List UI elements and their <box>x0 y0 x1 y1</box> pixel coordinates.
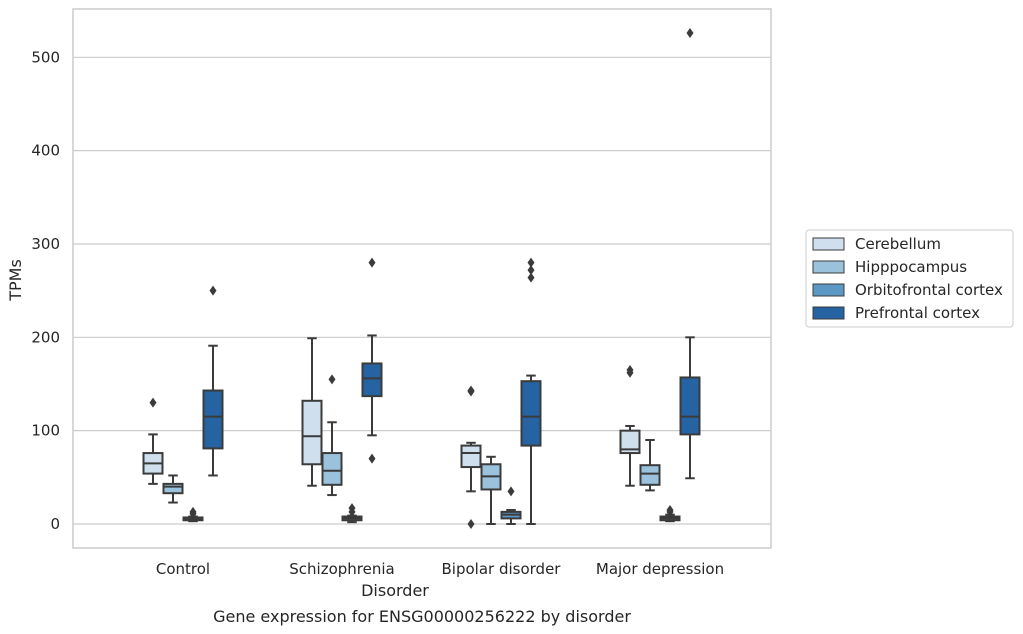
box-1-0 <box>301 337 323 487</box>
x-tick-label: Schizophrenia <box>289 560 394 578</box>
y-tick-label: 200 <box>31 328 60 346</box>
legend-swatch <box>812 237 845 251</box>
y-tick-label: 0 <box>50 515 60 533</box>
outlier-point <box>348 503 356 514</box>
y-tick-labels: 0 100 200 300 400 500 <box>31 48 60 533</box>
outlier-point <box>527 265 535 276</box>
box-iqr <box>321 452 343 486</box>
legend-swatch <box>812 260 845 274</box>
outlier-point <box>666 504 674 515</box>
box-2-0 <box>460 385 482 529</box>
box-iqr <box>619 429 641 455</box>
legend-frame <box>805 229 1014 328</box>
outlier-point <box>209 285 217 296</box>
y-tick-label: 400 <box>31 142 60 160</box>
box-0-0 <box>142 397 164 485</box>
legend-label: Orbitofrontal cortex <box>855 281 1003 299</box>
box-3-0 <box>619 364 641 487</box>
box-2-1 <box>480 455 502 525</box>
box-3-2 <box>659 504 681 523</box>
box-iqr <box>460 444 482 469</box>
box-2-2 <box>500 486 522 525</box>
x-tick-label: Control <box>156 560 210 578</box>
outlier-point <box>507 486 515 497</box>
box-iqr <box>639 464 661 486</box>
outlier-point <box>149 397 157 408</box>
outlier-point <box>368 257 376 268</box>
box-2-3 <box>520 257 542 525</box>
legend-swatch <box>812 306 845 320</box>
legend-label: Prefrontal cortex <box>855 304 980 322</box>
box-iqr <box>679 376 701 436</box>
outlier-point <box>527 257 535 268</box>
box-iqr <box>520 380 542 447</box>
box-marks <box>142 28 701 529</box>
box-3-3 <box>679 28 701 480</box>
chart-caption: Gene expression for ENSG00000256222 by d… <box>213 607 631 626</box>
outlier-point <box>189 506 197 517</box>
outlier-point <box>527 272 535 283</box>
y-axis-label: TPMs <box>6 259 25 302</box>
x-tick-label: Bipolar disorder <box>442 560 562 578</box>
x-axis-label: Disorder <box>361 581 429 600</box>
outlier-point <box>467 385 475 396</box>
legend-label: Hipppocampus <box>855 258 967 276</box>
grid-lines <box>73 56 771 525</box>
y-tick-label: 500 <box>31 48 60 66</box>
box-0-1 <box>162 474 184 504</box>
x-tick-label: Major depression <box>596 560 724 578</box>
box-iqr <box>361 362 383 398</box>
legend: Cerebellum Hipppocampus Orbitofrontal cort… <box>805 229 1014 328</box>
outlier-point <box>467 519 475 529</box>
outlier-point <box>686 28 694 39</box>
x-tick-labels: Control Schizophrenia Bipolar disorder Majo… <box>156 560 724 578</box>
box-iqr <box>162 482 184 495</box>
box-iqr <box>301 399 323 466</box>
box-1-3 <box>361 257 383 464</box>
y-tick-label: 100 <box>31 422 60 440</box>
box-iqr <box>202 389 224 450</box>
box-0-2 <box>182 506 204 523</box>
box-3-1 <box>639 438 661 492</box>
outlier-point <box>328 374 336 385</box>
box-1-2 <box>341 503 363 524</box>
plot-frame <box>72 8 772 549</box>
y-tick-label: 300 <box>31 235 60 253</box>
outlier-point <box>626 364 634 375</box>
legend-label: Cerebellum <box>855 235 941 253</box>
box-1-1 <box>321 374 343 497</box>
legend-swatch <box>812 283 845 297</box>
outlier-point <box>368 453 376 464</box>
box-0-3 <box>202 285 224 477</box>
